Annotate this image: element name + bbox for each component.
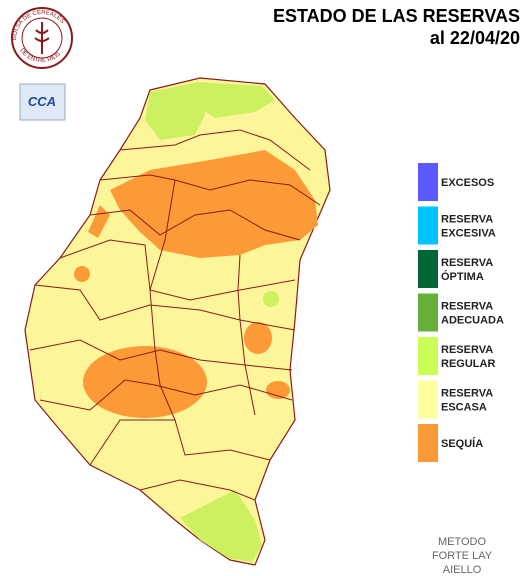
legend-label: REGULAR (441, 358, 495, 370)
badge-text: CCA (28, 94, 56, 109)
legend-swatch (418, 163, 438, 201)
legend-swatch (418, 337, 438, 375)
legend-label: ADECUADA (441, 315, 504, 327)
legend-label: ÓPTIMA (441, 270, 484, 283)
legend-label: EXCESOS (441, 177, 494, 189)
badge (19, 83, 66, 121)
method-line: METODO (438, 536, 487, 548)
legend-swatch (418, 206, 438, 245)
logo: BOLSA DE CEREALES DE ENTRE RIOS CCA (11, 7, 73, 121)
title: ESTADO DE LAS RESERVAS (273, 6, 520, 26)
legend-label: EXCESIVA (441, 228, 496, 240)
date: al 22/04/20 (430, 28, 520, 48)
method: METODO FORTE LAY AIELLO (432, 536, 493, 576)
legend-label: RESERVA (441, 344, 493, 356)
legend: EXCESOSRESERVAEXCESIVARESERVAÓPTIMARESER… (418, 163, 504, 462)
legend-swatch (418, 293, 438, 332)
legend-label: RESERVA (441, 257, 493, 269)
legend-label: RESERVA (441, 301, 493, 313)
legend-label: RESERVA (441, 214, 493, 226)
legend-label: SEQUÍA (441, 437, 483, 450)
legend-swatch (418, 424, 438, 462)
method-line: FORTE LAY (432, 550, 493, 562)
legend-label: ESCASA (441, 402, 487, 414)
legend-swatch (418, 250, 438, 288)
map (24, 77, 331, 566)
method-line: AIELLO (443, 564, 482, 576)
legend-swatch (418, 380, 438, 419)
legend-label: RESERVA (441, 388, 493, 400)
